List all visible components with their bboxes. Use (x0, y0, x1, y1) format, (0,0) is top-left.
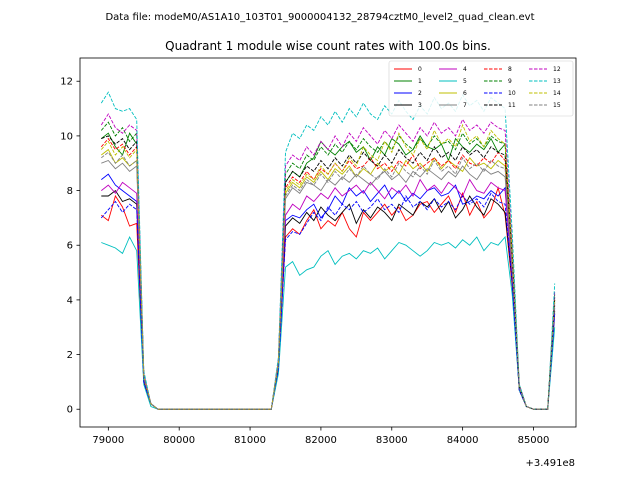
series-line-11 (101, 135, 556, 410)
suptitle: Data file: modeM0/AS1A10_103T01_90000041… (105, 12, 534, 23)
legend-label-2: 2 (418, 90, 422, 97)
legend-label-3: 3 (418, 102, 422, 109)
axes-frame (79, 57, 577, 428)
legend-label-15: 15 (553, 102, 561, 109)
y-tick-label: 10 (60, 131, 73, 142)
series-line-7 (101, 159, 556, 410)
chart-title: Quadrant 1 module wise count rates with … (165, 39, 491, 53)
y-tick-label: 6 (67, 241, 73, 252)
y-tick-label: 2 (67, 350, 73, 361)
x-tick-label: 83000 (376, 435, 408, 446)
legend-label-0: 0 (418, 66, 422, 73)
legend-label-13: 13 (553, 78, 561, 85)
series-line-12 (100, 113, 556, 410)
x-tick-label: 80000 (163, 435, 195, 446)
x-tick-label: 84000 (447, 435, 479, 446)
legend-label-1: 1 (418, 78, 422, 85)
legend-label-5: 5 (463, 78, 467, 85)
legend-label-9: 9 (508, 78, 512, 85)
legend-frame (388, 60, 574, 117)
x-tick-label: 79000 (92, 435, 124, 446)
x-tick-label: 85000 (518, 435, 550, 446)
series-line-3 (101, 189, 556, 410)
legend-label-6: 6 (463, 90, 467, 97)
y-tick-label: 8 (67, 186, 73, 197)
series-line-5 (101, 235, 556, 410)
legend-label-7: 7 (463, 102, 467, 109)
y-tick-label: 4 (67, 295, 73, 306)
y-tick-label: 0 (67, 405, 73, 416)
series-line-10 (100, 192, 556, 410)
legend-label-14: 14 (553, 90, 561, 97)
series-line-15 (101, 151, 556, 410)
series-line-0 (101, 186, 556, 410)
series-line-14 (100, 123, 556, 410)
legend-label-4: 4 (463, 66, 467, 73)
legend-label-11: 11 (508, 102, 516, 109)
y-tick-label: 12 (60, 77, 73, 88)
x-tick-label: 82000 (305, 435, 337, 446)
legend-label-8: 8 (508, 66, 512, 73)
x-tick-label: 81000 (234, 435, 266, 446)
legend-label-10: 10 (508, 90, 516, 97)
legend-label-12: 12 (553, 66, 561, 73)
x-offset-label: +3.491e8 (525, 458, 575, 469)
